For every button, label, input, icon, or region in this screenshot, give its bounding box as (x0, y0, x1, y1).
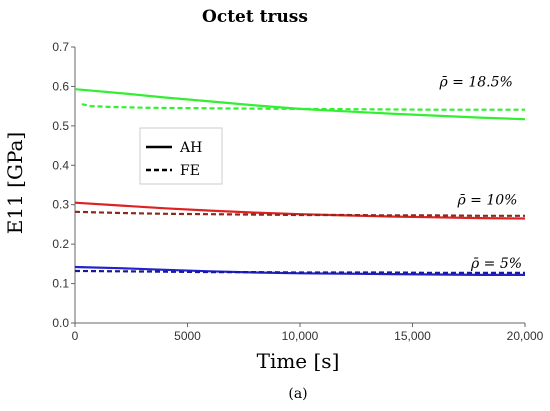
x-tick-label: 10,000 (282, 329, 319, 343)
series-line-18-5pct-dashed (81, 103, 525, 111)
x-tick-label: 15,000 (394, 329, 431, 343)
y-tick-label: 0.3 (52, 198, 69, 212)
legend-label-ah: AH (179, 140, 202, 156)
y-tick-label: 0.0 (52, 316, 69, 330)
x-tick-label: 0 (72, 329, 79, 343)
legend-label-fe: FE (180, 163, 200, 179)
y-tick-label: 0.6 (52, 79, 69, 93)
legend: AH FE (139, 127, 223, 185)
y-tick-label: 0.4 (52, 158, 69, 172)
y-tick-label: 0.2 (52, 237, 69, 251)
axes (74, 47, 525, 324)
y-tick-label: 0.7 (52, 40, 69, 54)
density-annotation: ρ̄ = 10% (457, 193, 518, 209)
series-line-18-5pct-solid (74, 88, 526, 121)
annotation-layer: ρ̄ = 18.5% ρ̄ = 10% ρ̄ = 5% (439, 74, 523, 271)
density-annotation: ρ̄ = 5% (470, 256, 522, 272)
density-annotation: ρ̄ = 18.5% (439, 74, 513, 90)
series-line-5pct-dashed (74, 269, 525, 274)
x-tick-label: 5000 (174, 329, 201, 343)
axis-ticks: 0.0 0.1 0.2 0.3 0.4 0.5 0.6 0.7 0 5000 10,000 15,00… (52, 40, 543, 343)
legend-box (139, 127, 223, 185)
series-layer (74, 88, 526, 276)
chart-title: Octet truss (202, 7, 308, 27)
figure-caption: (a) (288, 386, 307, 402)
y-tick-label: 0.5 (52, 119, 69, 133)
series-line-10pct-dashed (74, 210, 525, 217)
y-axis-label: E11 [GPa] (3, 132, 27, 234)
y-tick-label: 0.1 (52, 277, 69, 291)
x-axis-label: Time [s] (257, 349, 340, 373)
x-tick-label: 20,000 (507, 329, 544, 343)
